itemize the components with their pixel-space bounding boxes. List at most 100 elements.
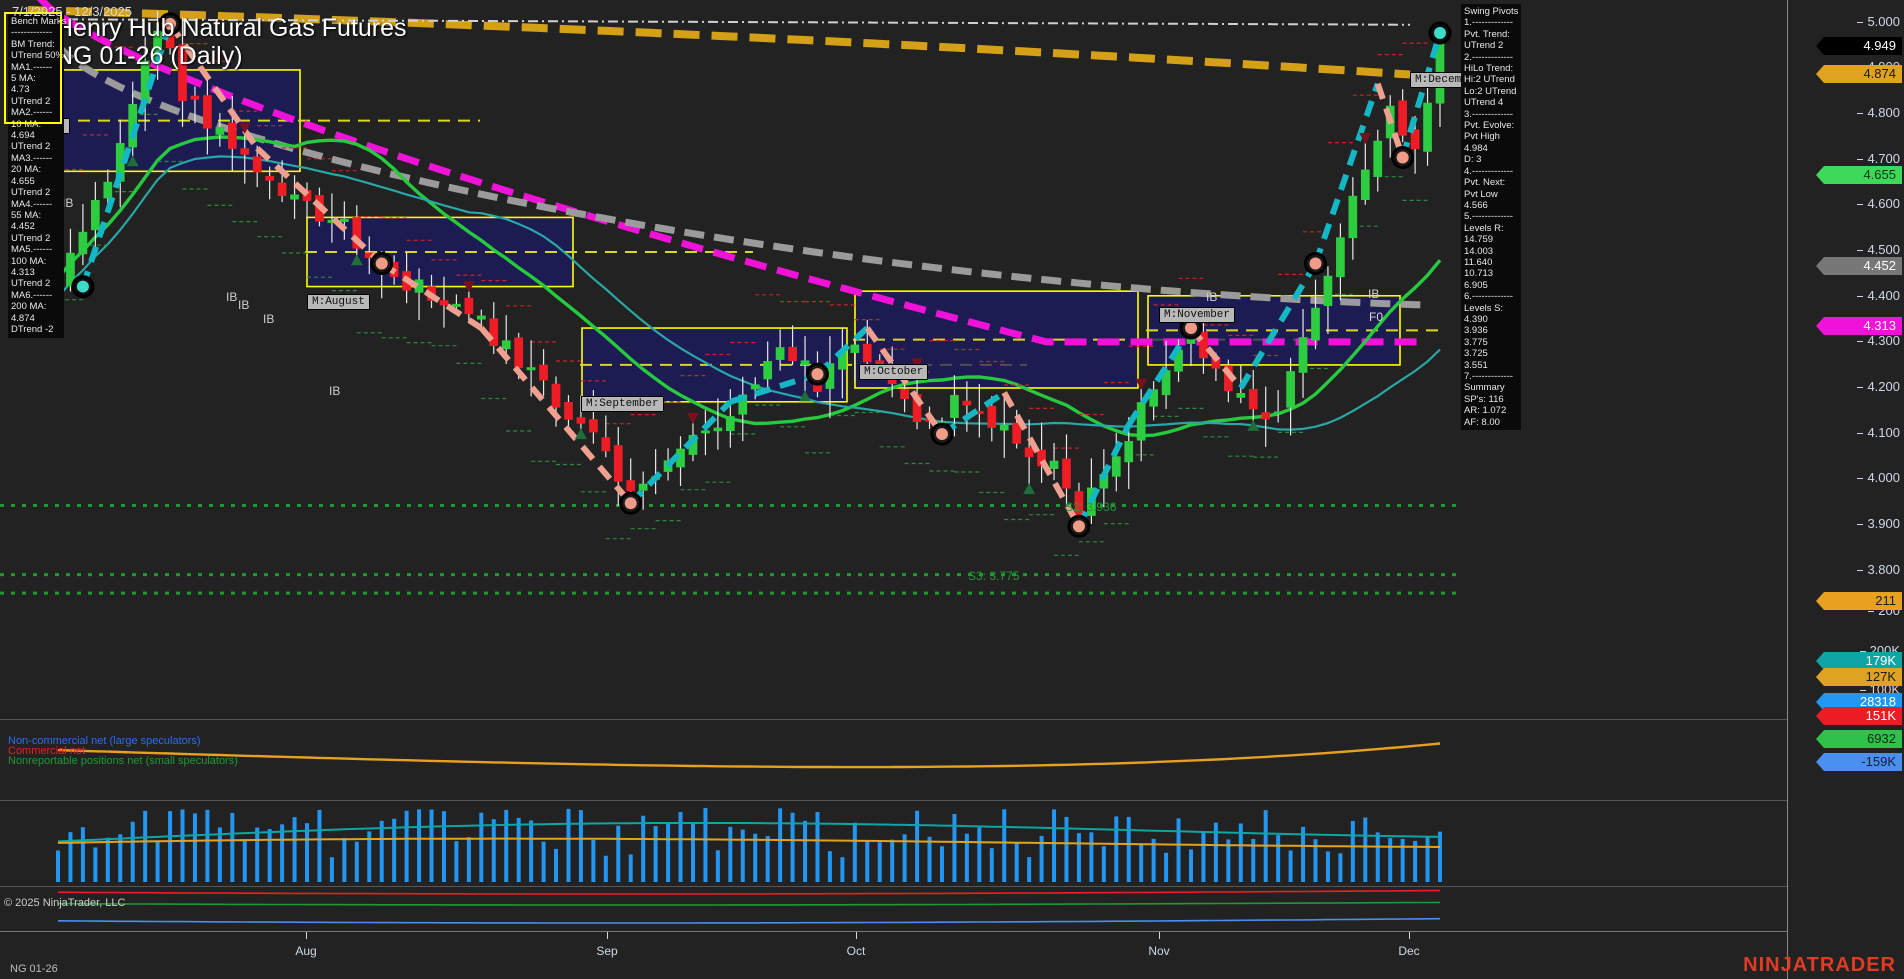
bench-marks-row: 4.694: [11, 130, 35, 142]
swing-pivots-row: 14.003: [1464, 245, 1494, 257]
axis-tick-label: 4.700: [1857, 151, 1900, 166]
axis-tick-label: 4.200: [1857, 379, 1900, 394]
bench-marks-row: DTrend -2: [11, 323, 54, 335]
time-axis-tick: [607, 932, 608, 939]
time-axis-tick: [856, 932, 857, 939]
swing-pivots-row: 10.713: [1464, 268, 1494, 280]
price-marker-179K[interactable]: 179K: [1816, 652, 1902, 670]
inside-bar-tag: IB: [226, 290, 238, 304]
support-level-tag: S2: 3.936: [1065, 500, 1117, 514]
axis-tick-label: 5.000: [1857, 14, 1900, 29]
price-marker-4.655[interactable]: 4.655: [1816, 166, 1902, 184]
axis-tick-label: 4.100: [1857, 425, 1900, 440]
indicator-panel-1: [0, 719, 1787, 799]
time-axis-label: Aug: [295, 944, 317, 958]
bench-marks-row: 10 MA:: [11, 118, 42, 130]
swing-pivots-row: Pvt. Trend:: [1464, 28, 1510, 40]
support-level-tag: S3: 3.775: [968, 569, 1020, 583]
axis-tick-label: 4.000: [1857, 470, 1900, 485]
swing-pivots-row: Levels S:: [1464, 302, 1504, 314]
axis-tick-label: 3.900: [1857, 516, 1900, 531]
bench-marks-panel[interactable]: Bench Marks ------------- BM Trend: UTren…: [8, 14, 66, 339]
f0-tag: F0: [1369, 310, 1384, 324]
indicator-panel-3: [0, 886, 1787, 930]
bench-marks-row: MA5.------: [11, 244, 53, 256]
axis-tick-label: 4.800: [1857, 105, 1900, 120]
ninjatrader-logo: NINJATRADER: [1743, 954, 1896, 976]
swing-pivots-panel[interactable]: Swing Pivots 1.------------- Pvt. Trend: U…: [1461, 4, 1521, 431]
indicator-panel-4: [0, 931, 1787, 932]
bench-marks-row: MA4.------: [11, 198, 53, 210]
bench-marks-row: 55 MA:: [11, 209, 42, 221]
swing-pivots-row: SP's: 116: [1464, 393, 1504, 405]
bench-marks-row: UTrend 2: [11, 95, 51, 107]
time-axis-label: Dec: [1398, 944, 1420, 958]
bench-marks-divider: -------------: [11, 27, 53, 39]
price-marker-6932[interactable]: 6932: [1816, 730, 1902, 748]
bench-marks-row: UTrend 2: [11, 278, 51, 290]
swing-pivots-row: Pvt High: [1464, 131, 1500, 143]
price-marker-211[interactable]: 211: [1816, 592, 1902, 610]
month-september-tag[interactable]: M:September: [581, 396, 664, 412]
swing-pivots-row: 2.-------------: [1464, 51, 1514, 63]
swing-pivots-row: 4.-------------: [1464, 165, 1514, 177]
bench-marks-row: UTrend 50%: [11, 50, 64, 62]
bench-marks-row: 4.655: [11, 175, 35, 187]
bench-marks-row: 20 MA:: [11, 164, 42, 176]
time-axis-tick: [306, 932, 307, 939]
price-marker-28318[interactable]: 28318: [1816, 693, 1902, 711]
bench-marks-row: UTrend 2: [11, 187, 51, 199]
price-axis[interactable]: 5.0004.9004.8004.7004.6004.5004.4004.300…: [1787, 0, 1904, 979]
inside-bar-tag: IB: [263, 312, 275, 326]
time-axis[interactable]: Aug Sep Oct Nov Dec: [0, 932, 1787, 962]
swing-pivots-row: 3.551: [1464, 359, 1488, 371]
month-august-tag[interactable]: M:August: [307, 294, 370, 310]
bench-marks-row: MA1.------: [11, 61, 53, 73]
swing-pivots-row: 4.566: [1464, 199, 1488, 211]
price-marker-151K[interactable]: 151K: [1816, 707, 1902, 725]
swing-pivots-row: AF: 8.00: [1464, 416, 1500, 428]
price-marker-4.949[interactable]: 4.949: [1816, 37, 1902, 55]
swing-pivots-row: Pvt. Next:: [1464, 177, 1506, 189]
bench-marks-row: 5 MA:: [11, 73, 36, 85]
swing-pivots-row: 3.936: [1464, 325, 1488, 337]
swing-pivots-row: D: 3: [1464, 154, 1482, 166]
price-marker-4.313[interactable]: 4.313: [1816, 317, 1902, 335]
bench-marks-row: MA6.------: [11, 289, 53, 301]
inside-bar-tag: IB: [1368, 287, 1380, 301]
cot-legend-item: Nonreportable positions net (small specu…: [8, 755, 238, 767]
bench-marks-row: MA2.------: [11, 107, 53, 119]
price-marker-4.452[interactable]: 4.452: [1816, 257, 1902, 275]
swing-pivots-row: 7.-------------: [1464, 371, 1514, 382]
time-axis-label: Oct: [846, 944, 866, 958]
time-axis-tick: [1159, 932, 1160, 939]
swing-pivots-row: 4.984: [1464, 142, 1488, 154]
swing-pivots-row: Pvt. Evolve:: [1464, 120, 1515, 132]
inside-bar-tag: IB: [1206, 290, 1218, 304]
copyright-label: © 2025 NinjaTrader, LLC: [4, 897, 126, 909]
swing-pivots-row: Summary: [1464, 382, 1505, 394]
swing-pivots-row: 5.-------------: [1464, 211, 1514, 223]
price-marker-127K[interactable]: 127K: [1816, 668, 1902, 686]
time-axis-label: Nov: [1148, 944, 1170, 958]
swing-pivots-row: AR: 1.072: [1464, 405, 1507, 417]
indicator-panel-2: [0, 800, 1787, 885]
bench-marks-rows: BM Trend: UTrend 50% MA1.------ 5 MA: 4.73 UT…: [11, 38, 64, 336]
swing-pivots-header: Swing Pivots: [1464, 6, 1519, 17]
instrument-footer-label: NG 01-26: [10, 963, 58, 975]
bench-marks-row: BM Trend:: [11, 38, 55, 50]
swing-pivots-row: Hi:2 UTrend: [1464, 74, 1515, 86]
price-marker--159K[interactable]: -159K: [1816, 753, 1902, 771]
bench-marks-row: UTrend 2: [11, 232, 51, 244]
date-range-label: 7/1/2025 - 12/3/2025: [12, 4, 132, 19]
axis-tick-label: 3.800: [1857, 562, 1900, 577]
bench-marks-row: 4.73: [11, 84, 30, 96]
axis-tick-label: 4.600: [1857, 196, 1900, 211]
axis-tick-label: 4.300: [1857, 333, 1900, 348]
price-marker-4.874[interactable]: 4.874: [1816, 65, 1902, 83]
month-october-tag[interactable]: M:October: [859, 364, 929, 380]
bench-marks-row: 4.874: [11, 312, 35, 324]
month-november-tag[interactable]: M:November: [1159, 307, 1236, 323]
swing-pivots-row: 11.640: [1464, 256, 1493, 268]
time-axis-tick: [1409, 932, 1410, 939]
